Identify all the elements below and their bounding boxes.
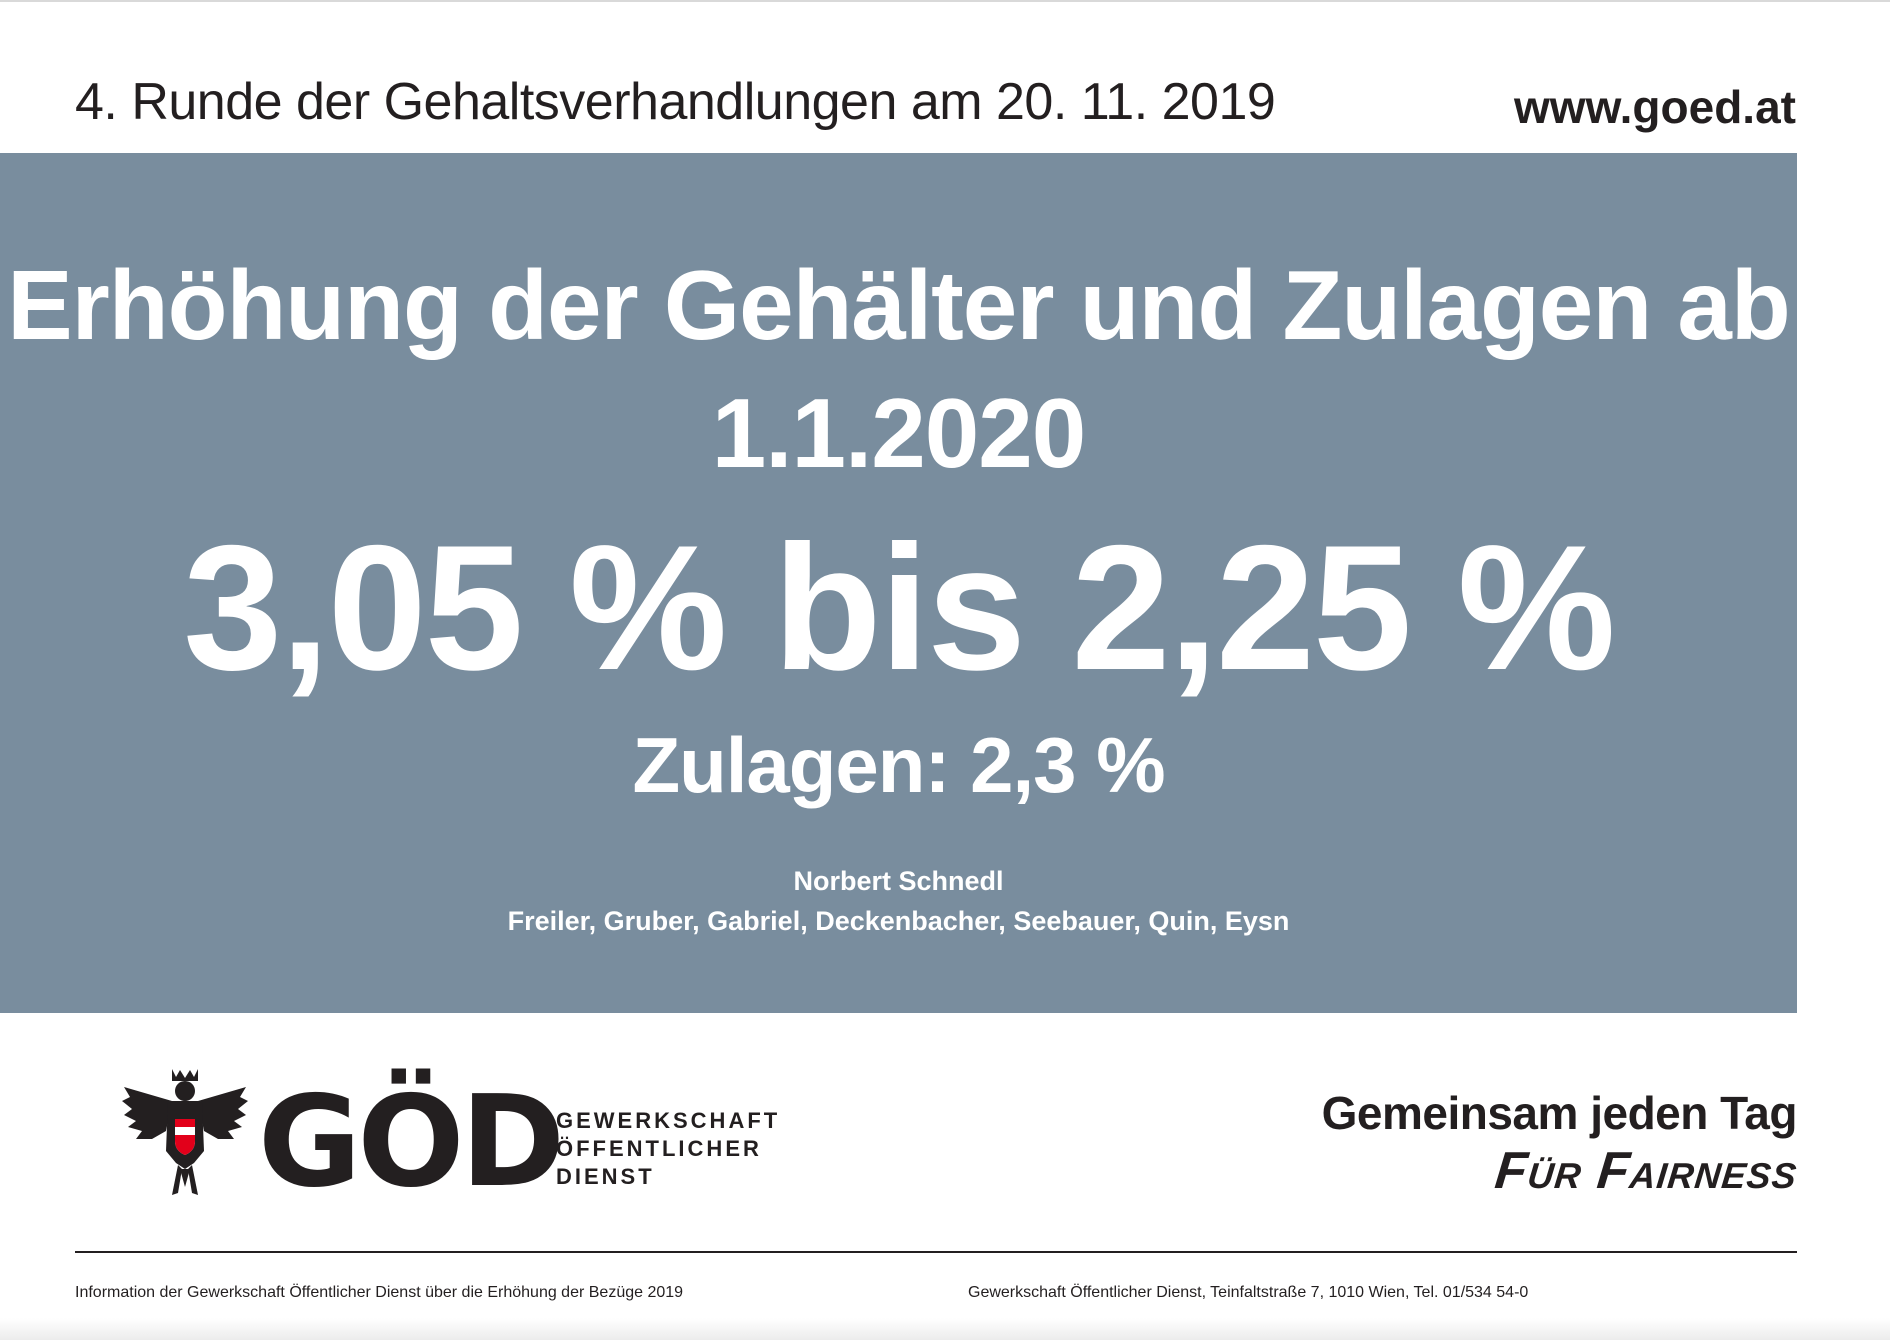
footer-address: Gewerkschaft Öffentlicher Dienst, Teinfa… bbox=[968, 1284, 1529, 1301]
logo-subtitle: GEWERKSCHAFT ÖFFENTLICHER DIENST bbox=[556, 1107, 780, 1191]
headline-date: 1.1.2020 bbox=[711, 378, 1086, 488]
logo-subtitle-line: ÖFFENTLICHER bbox=[556, 1136, 762, 1161]
negotiators-list: Freiler, Gruber, Gabriel, Deckenbacher, … bbox=[507, 906, 1290, 936]
headline-text: Erhöhung der Gehälter und Zulagen ab bbox=[7, 250, 1791, 360]
slogan-line-2: Für Fairness bbox=[1491, 1142, 1801, 1200]
percent-range: 3,05 % bis 2,25 % bbox=[183, 508, 1615, 707]
logo-subtitle-line: DIENST bbox=[556, 1164, 655, 1189]
slogan-line-1: Gemeinsam jeden Tag bbox=[1321, 1087, 1798, 1139]
logo-subtitle-line: GEWERKSCHAFT bbox=[556, 1108, 781, 1133]
top-divider bbox=[0, 0, 1890, 2]
goed-logo: GÖD GEWERKSCHAFT ÖFFENTLICHER DIENST bbox=[120, 1065, 777, 1215]
lead-negotiator: Norbert Schnedl bbox=[793, 866, 1004, 896]
eagle-icon bbox=[122, 1069, 248, 1195]
headline: Erhöhung der Gehälter und Zulagen ab 1.1… bbox=[0, 241, 1797, 497]
announcement-panel: Erhöhung der Gehälter und Zulagen ab 1.1… bbox=[0, 153, 1797, 1013]
logo-wordmark: GÖD bbox=[258, 1068, 565, 1215]
footer-divider bbox=[75, 1251, 1797, 1253]
header-title: 4. Runde der Gehaltsverhandlungen am 20.… bbox=[75, 73, 1276, 131]
slogan: Gemeinsam jeden Tag Für Fairness bbox=[1321, 1085, 1800, 1201]
footer-info: Information der Gewerkschaft Öffentliche… bbox=[75, 1284, 684, 1301]
page-edge-shade bbox=[0, 1318, 1890, 1340]
allowances-rate: Zulagen: 2,3 % bbox=[632, 721, 1165, 809]
website-link[interactable]: www.goed.at bbox=[1514, 81, 1796, 133]
